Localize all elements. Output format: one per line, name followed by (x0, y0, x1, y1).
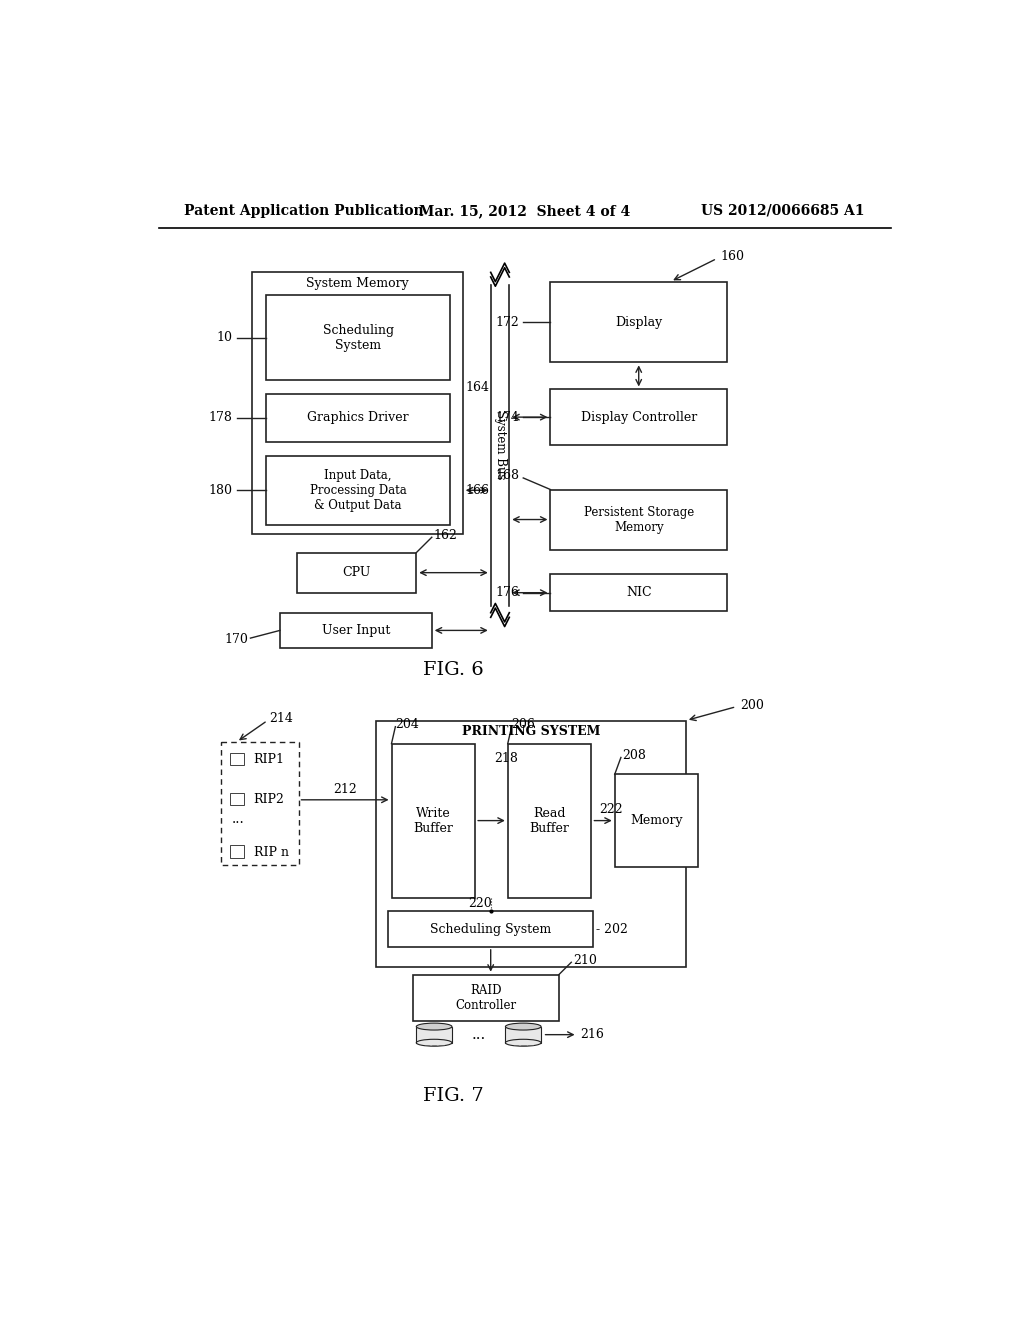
Ellipse shape (506, 1023, 541, 1030)
Text: 206: 206 (512, 718, 536, 731)
Text: FIG. 6: FIG. 6 (423, 661, 484, 680)
Text: 218: 218 (495, 752, 518, 766)
Text: 172: 172 (496, 315, 519, 329)
Text: 204: 204 (395, 718, 419, 731)
Text: Write
Buffer: Write Buffer (414, 807, 454, 834)
Text: 170: 170 (224, 634, 248, 647)
Text: System Bus: System Bus (494, 411, 507, 479)
Bar (414, 974, 559, 1020)
Text: 216: 216 (581, 1028, 604, 1041)
Text: Mar. 15, 2012  Sheet 4 of 4: Mar. 15, 2012 Sheet 4 of 4 (419, 203, 631, 218)
Text: 208: 208 (623, 748, 646, 762)
Bar (228, 792, 248, 808)
Ellipse shape (417, 1039, 452, 1047)
Text: FIG. 7: FIG. 7 (423, 1088, 484, 1105)
Ellipse shape (506, 1039, 541, 1047)
Ellipse shape (417, 1023, 452, 1030)
Polygon shape (489, 261, 510, 284)
Bar (417, 1027, 452, 1043)
Text: US 2012/0066685 A1: US 2012/0066685 A1 (700, 203, 864, 218)
Text: Scheduling
System: Scheduling System (323, 323, 394, 352)
Bar (266, 395, 451, 442)
Text: 178: 178 (209, 412, 232, 425)
Text: Read
Buffer: Read Buffer (529, 807, 569, 834)
Text: Memory: Memory (630, 814, 683, 828)
Polygon shape (489, 607, 510, 628)
Text: - 202: - 202 (596, 923, 628, 936)
Text: 174: 174 (496, 411, 519, 424)
Text: 220: 220 (468, 898, 492, 911)
Text: 176: 176 (496, 586, 519, 599)
Bar (550, 490, 727, 549)
Text: Scheduling System: Scheduling System (430, 923, 551, 936)
Text: RIP1: RIP1 (254, 754, 285, 767)
Bar (230, 845, 245, 858)
Bar (230, 752, 245, 766)
Bar (376, 721, 686, 966)
Text: Input Data,
Processing Data
& Output Data: Input Data, Processing Data & Output Dat… (310, 469, 407, 512)
Text: Display Controller: Display Controller (581, 411, 697, 424)
Text: ...: ... (472, 1028, 485, 1041)
Bar (280, 612, 432, 648)
Bar (550, 574, 727, 611)
Bar (266, 455, 451, 525)
Text: PRINTING SYSTEM: PRINTING SYSTEM (462, 725, 600, 738)
Bar (252, 272, 463, 535)
Bar (297, 553, 417, 593)
Bar (230, 793, 245, 805)
Text: RIP2: RIP2 (254, 793, 285, 807)
Bar (266, 296, 451, 380)
Text: 168: 168 (496, 469, 519, 482)
Bar (490, 272, 509, 618)
Text: ...: ... (231, 812, 245, 826)
Text: 10: 10 (217, 331, 232, 345)
Text: 162: 162 (433, 529, 458, 543)
Text: 180: 180 (209, 483, 232, 496)
Bar (508, 743, 592, 898)
Text: 166: 166 (465, 483, 489, 496)
Bar (228, 843, 248, 861)
Text: 160: 160 (721, 249, 744, 263)
Text: 222: 222 (599, 804, 623, 816)
Bar (550, 389, 727, 445)
Text: 212: 212 (333, 783, 357, 796)
Text: Graphics Driver: Graphics Driver (307, 412, 409, 425)
Text: 200: 200 (740, 698, 764, 711)
Bar (221, 742, 299, 866)
Text: RAID
Controller: RAID Controller (456, 983, 517, 1011)
Text: 210: 210 (572, 954, 597, 968)
Bar (391, 743, 475, 898)
Text: NIC: NIC (626, 586, 651, 599)
Bar (614, 775, 698, 867)
Bar (388, 911, 593, 946)
Bar (228, 751, 248, 768)
Text: Persistent Storage
Memory: Persistent Storage Memory (584, 506, 694, 533)
Text: 214: 214 (269, 713, 293, 726)
Bar (506, 1027, 541, 1043)
Text: Patent Application Publication: Patent Application Publication (183, 203, 424, 218)
Text: Display: Display (615, 315, 663, 329)
Text: User Input: User Input (322, 624, 390, 638)
Text: CPU: CPU (342, 566, 371, 579)
Text: System Memory: System Memory (306, 277, 409, 289)
Text: 164: 164 (465, 381, 489, 395)
Text: RIP n: RIP n (254, 846, 289, 859)
Bar (550, 281, 727, 363)
